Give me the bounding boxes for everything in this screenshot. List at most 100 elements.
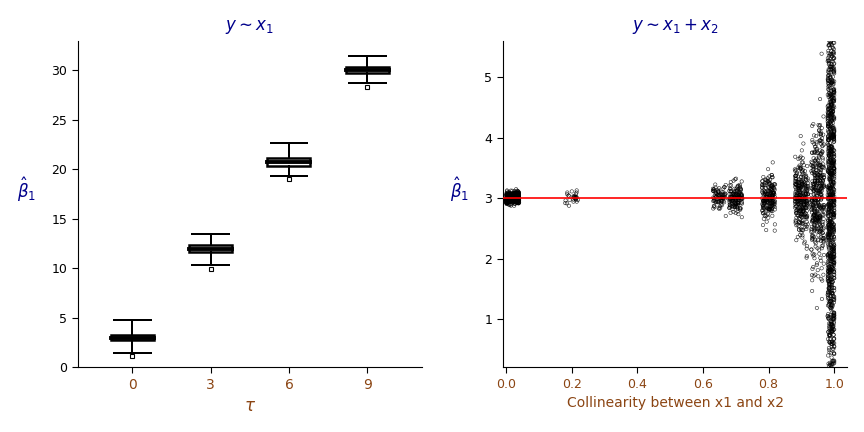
Point (793, 155, 807, 162)
Point (826, 191, 840, 198)
Point (822, 168, 835, 175)
Point (823, 235, 836, 242)
Point (799, 200, 813, 206)
Point (499, 199, 513, 206)
Point (809, 159, 823, 166)
Point (824, 185, 838, 192)
Point (824, 131, 838, 138)
Point (805, 149, 819, 156)
Point (822, 287, 835, 294)
Point (823, 63, 837, 70)
Point (826, 248, 840, 255)
Point (759, 212, 773, 219)
Point (800, 213, 814, 220)
Point (500, 194, 514, 201)
Point (822, 329, 835, 336)
Point (823, 265, 836, 272)
Point (511, 200, 525, 206)
Point (711, 199, 725, 206)
Point (766, 174, 779, 181)
Point (822, 73, 835, 80)
Point (715, 198, 729, 205)
Point (799, 202, 813, 209)
Point (825, 343, 839, 350)
Point (791, 222, 805, 229)
Point (825, 64, 839, 70)
Point (825, 192, 839, 199)
Point (823, 266, 837, 273)
Point (511, 195, 525, 202)
Point (718, 190, 732, 197)
Point (791, 183, 805, 190)
Point (499, 196, 513, 203)
Point (570, 198, 584, 205)
Point (828, 67, 842, 73)
Point (827, 158, 841, 165)
Point (797, 216, 810, 223)
Point (822, 294, 835, 301)
Point (821, 196, 835, 203)
Point (505, 195, 519, 202)
Point (825, 219, 839, 226)
Point (765, 172, 778, 178)
Point (567, 194, 581, 201)
Point (722, 191, 736, 197)
Point (808, 157, 822, 164)
Point (828, 202, 842, 209)
Point (817, 203, 831, 210)
Point (734, 186, 747, 193)
Point (823, 249, 836, 256)
Point (793, 194, 807, 201)
Point (810, 226, 824, 232)
Point (813, 137, 827, 144)
Point (797, 178, 810, 185)
Point (814, 175, 828, 181)
Point (799, 198, 813, 205)
Point (716, 197, 730, 204)
Point (828, 39, 842, 46)
Point (507, 196, 521, 203)
Point (733, 189, 746, 196)
Point (823, 91, 837, 98)
Point (810, 208, 823, 215)
Point (761, 205, 775, 212)
Point (512, 189, 526, 196)
Point (506, 198, 520, 205)
Point (735, 195, 749, 202)
Point (822, 208, 835, 215)
Point (821, 267, 835, 274)
Point (824, 302, 838, 308)
Point (822, 137, 835, 144)
Point (794, 212, 808, 219)
Point (821, 267, 835, 274)
Point (810, 164, 823, 171)
Point (499, 197, 513, 203)
Point (759, 207, 773, 214)
Point (826, 295, 840, 302)
Point (825, 97, 839, 104)
Point (756, 178, 770, 185)
Point (792, 187, 806, 194)
Point (508, 196, 522, 203)
Point (709, 196, 723, 203)
Point (760, 194, 774, 200)
Point (762, 179, 776, 186)
Point (822, 152, 835, 159)
Point (766, 198, 779, 205)
Point (735, 199, 749, 206)
Point (804, 246, 818, 253)
Point (823, 219, 836, 226)
Point (500, 194, 514, 201)
Point (807, 195, 821, 202)
Point (814, 185, 828, 192)
Point (510, 193, 524, 200)
Point (791, 198, 805, 205)
Point (511, 189, 524, 196)
Point (816, 163, 830, 170)
Point (804, 201, 818, 208)
Point (801, 191, 815, 198)
Point (716, 185, 730, 192)
Point (763, 193, 777, 200)
Point (826, 178, 840, 185)
Point (806, 203, 820, 210)
